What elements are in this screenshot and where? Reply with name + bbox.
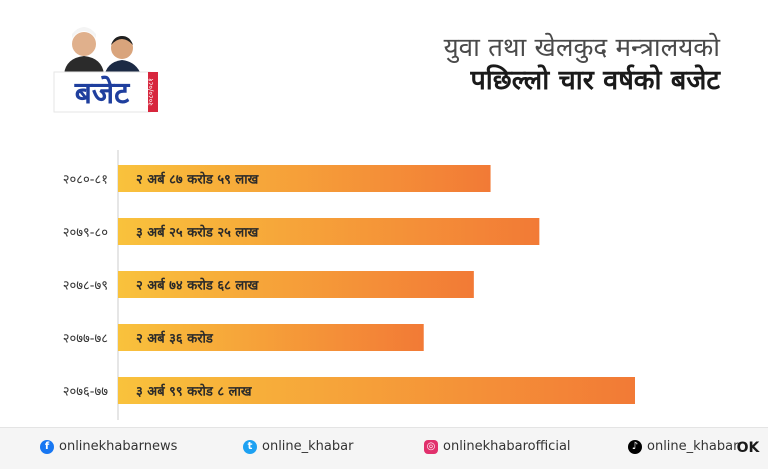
data-label: २ अर्ब ३६ करोड [136,331,214,347]
instagram-link[interactable]: ◎ onlinekhabarofficial [424,439,571,454]
bar-chart: २०८०-८१ २ अर्ब ८७ करोड ५९ लाख २०७९-८० ३ अर्… [63,150,635,420]
title-line-2: पछिल्लो चार वर्षको बजेट [470,65,720,96]
bar [118,377,635,404]
instagram-icon: ◎ [424,439,438,454]
tiktok-link[interactable]: ♪ online_khabar [628,439,738,454]
title-line-1: युवा तथा खेलकुद मन्त्रालयको [443,33,720,63]
bar [118,165,491,192]
bar [118,218,540,245]
category-label: २०७६-७७ [63,385,108,400]
data-label: २ अर्ब ८७ करोड ५९ लाख [136,172,260,188]
logo-text: बजेट [74,75,131,111]
tiktok-handle: online_khabar [647,439,739,454]
facebook-icon: f [40,439,54,454]
category-label: २०७९-८० [63,226,108,241]
onlinekhabar-logo: OK [736,440,760,456]
logo-year: २०८०/०८१ [147,78,155,106]
data-label: ३ अर्ब २५ करोड २५ लाख [136,225,260,241]
twitter-icon: t [243,439,257,454]
instagram-handle: onlinekhabarofficial [443,439,571,454]
portrait-left-icon [64,27,104,74]
facebook-handle: onlinekhabarnews [59,439,178,454]
facebook-link[interactable]: f onlinekhabarnews [40,439,177,454]
twitter-handle: online_khabar [262,439,354,454]
budget-logo: बजेट २०८०/०८१ [53,27,158,113]
tiktok-icon: ♪ [628,439,642,454]
chart-title: युवा तथा खेलकुद मन्त्रालयको पछिल्लो चार … [444,32,720,98]
footer-bar: f onlinekhabarnews t online_khabar ◎ onl… [0,427,768,469]
bar [118,271,474,298]
bar [118,324,424,351]
category-label: २०७७-७८ [63,332,108,347]
data-label: ३ अर्ब ९९ करोड ८ लाख [136,384,253,400]
data-label: २ अर्ब ७४ करोड ६८ लाख [136,278,260,294]
twitter-link[interactable]: t online_khabar [243,439,353,454]
category-label: २०७८-७९ [63,279,108,294]
category-label: २०८०-८१ [63,173,108,188]
